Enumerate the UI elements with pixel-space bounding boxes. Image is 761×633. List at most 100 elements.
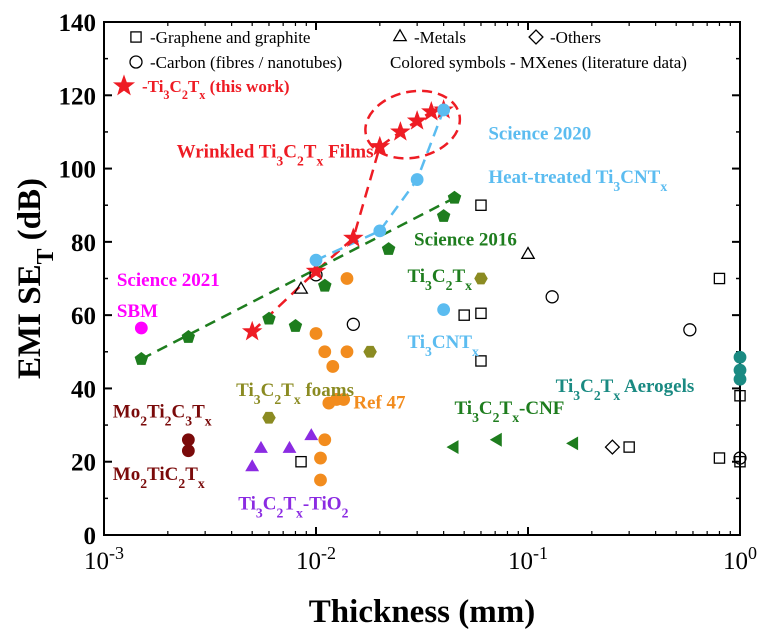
data-point-circle <box>733 451 747 465</box>
legend: -Graphene and graphite -Metals -Others -Car… <box>112 28 687 102</box>
data-point-circle <box>181 444 195 458</box>
data-point-square <box>734 390 746 402</box>
annotation-label: Ti3C2Tx-TiO2 <box>238 493 348 519</box>
data-point-pentagon <box>288 319 303 332</box>
data-point-pentagon <box>318 278 332 292</box>
annotation-label: Ti3C2Tx <box>407 266 472 293</box>
data-point-pentagon <box>436 209 451 222</box>
data-point-triangle-left <box>489 432 502 447</box>
data-points <box>134 99 747 487</box>
annotations: Wrinkled Ti3C2Tx Films Science 2020 Heat-t… <box>113 123 694 520</box>
data-point-hexagon <box>474 272 488 285</box>
trend-line <box>315 109 445 262</box>
data-point-star <box>305 260 327 280</box>
y-tick-label: 140 <box>59 10 97 37</box>
data-point-circle <box>181 433 195 447</box>
annotation-label: Ti3CNTx <box>407 332 479 359</box>
annotation-label: Ti3C2Tx foams <box>236 380 354 407</box>
data-point-triangle <box>245 459 260 472</box>
data-point-circle <box>340 345 354 359</box>
annotation-label: Ref 47 <box>353 393 406 414</box>
data-point-star <box>369 135 391 156</box>
x-axis-title: Thickness (mm) <box>309 594 535 630</box>
data-point-square <box>623 441 635 453</box>
y-tick-label: 100 <box>59 157 97 184</box>
y-tick-label: 40 <box>71 376 96 403</box>
annotation-label: SBM <box>117 301 158 322</box>
data-point-circle <box>346 317 360 331</box>
data-point-triangle-left <box>446 440 459 454</box>
data-point-triangle <box>282 440 297 453</box>
annotation-label: Heat-treated Ti3CNTx <box>488 167 667 194</box>
y-axis-title: EMI SET (dB) <box>12 178 59 379</box>
highlight-ellipse <box>364 89 462 160</box>
annotation-label: Science 2020 <box>488 123 591 144</box>
data-point-square <box>475 307 487 320</box>
data-point-circle <box>373 224 387 238</box>
data-point-circle <box>437 103 451 117</box>
data-point-square <box>713 452 726 464</box>
data-point-circle <box>314 473 327 487</box>
data-point-circle <box>437 303 451 317</box>
legend-label: -Ti3C2Tx (this work) <box>142 77 289 102</box>
data-point-pentagon <box>181 330 196 343</box>
annotation-label: Ti3C2Tx-CNF <box>454 398 564 425</box>
data-point-circle <box>683 323 697 337</box>
legend-label: Colored symbols - MXenes (literature dat… <box>390 53 687 72</box>
legend-label: -Metals <box>414 28 466 47</box>
y-tick-label: 80 <box>71 230 96 257</box>
data-point-triangle-left <box>566 436 579 451</box>
data-point-triangle <box>254 440 268 453</box>
data-point-pentagon <box>134 352 149 365</box>
axes: 0 20 40 60 80 100 120 140 10-3 10-2 10-1 100 Thickne… <box>12 10 757 630</box>
data-point-star <box>241 320 263 341</box>
data-point-hexagon <box>363 345 377 358</box>
annotation-label: Science 2021 <box>117 270 220 291</box>
data-point-circle <box>545 290 559 304</box>
data-point-circle <box>733 350 747 364</box>
annotation-label: Ti3C2Tx Aerogels <box>556 376 695 403</box>
x-tick-label: 10-1 <box>508 543 548 575</box>
data-point-square <box>458 309 470 321</box>
data-point-circle <box>733 372 747 386</box>
data-point-circle <box>309 253 323 267</box>
data-point-circle <box>326 360 340 373</box>
annotation-label: Wrinkled Ti3C2Tx Films <box>177 142 374 169</box>
data-point-square <box>295 455 307 468</box>
data-point-pentagon <box>381 242 396 255</box>
x-tick-label: 10-3 <box>84 543 124 575</box>
data-point-star <box>343 227 364 247</box>
data-point-triangle <box>304 428 319 441</box>
data-point-circle <box>337 393 351 406</box>
legend-symbol-diamond <box>528 29 544 45</box>
data-point-circle <box>318 433 332 447</box>
annotation-label: Mo2Ti2C3Tx <box>113 402 212 429</box>
legend-label: -Graphene and graphite <box>150 28 310 47</box>
trend-line <box>140 196 456 361</box>
data-point-triangle <box>520 246 536 259</box>
data-point-triangle <box>293 281 309 294</box>
data-point-pentagon <box>262 311 276 325</box>
y-tick-label: 0 <box>84 523 97 550</box>
y-tick-label: 120 <box>59 83 97 110</box>
data-point-circle <box>340 272 354 285</box>
data-point-hexagon <box>262 411 276 424</box>
legend-symbol-square <box>130 31 142 43</box>
legend-symbol-circle <box>129 55 143 69</box>
legend-symbol-star <box>112 74 136 96</box>
annotation-label: Mo2TiC2Tx <box>113 464 205 491</box>
data-point-circle <box>314 451 327 465</box>
y-tick-label: 60 <box>71 303 96 330</box>
data-point-square <box>475 355 487 367</box>
data-point-pentagon <box>447 190 462 204</box>
data-point-circle <box>318 345 332 359</box>
legend-label: -Carbon (fibres / nanotubes) <box>150 53 342 72</box>
y-tick-label: 20 <box>71 450 96 477</box>
data-point-circle <box>134 321 148 335</box>
data-point-diamond <box>604 439 621 455</box>
data-point-square <box>475 199 487 211</box>
x-tick-label: 10-2 <box>296 543 336 575</box>
data-point-star <box>390 121 411 141</box>
data-point-circle <box>309 327 323 340</box>
data-point-star <box>406 110 428 130</box>
